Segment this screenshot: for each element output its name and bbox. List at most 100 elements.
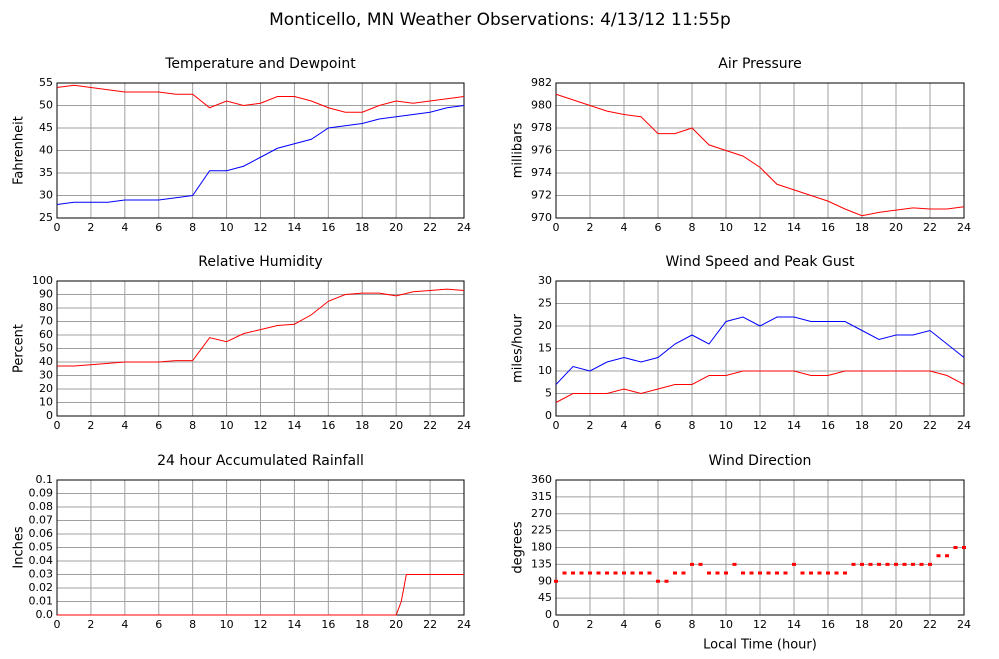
y-tick-label: 80	[39, 301, 53, 314]
x-tick-label: 18	[355, 221, 369, 234]
x-tick-label: 0	[553, 419, 560, 432]
data-point	[579, 571, 584, 575]
y-tick-label: 976	[531, 144, 552, 157]
y-tick-label: 0	[545, 409, 552, 422]
y-tick-label: 180	[531, 541, 552, 554]
data-line	[57, 288, 465, 367]
data-point	[562, 571, 567, 575]
y-tick-label: 0	[46, 409, 53, 422]
y-tick-label: 982	[531, 76, 552, 89]
y-tick-label: 0.06	[29, 527, 54, 540]
y-tick-label: 972	[531, 189, 552, 202]
data-point	[962, 546, 966, 549]
x-tick-label: 20	[889, 221, 903, 234]
y-tick-label: 978	[531, 121, 552, 134]
chart-title: 24 hour Accumulated Rainfall	[157, 453, 364, 469]
data-point	[953, 546, 958, 549]
y-tick-label: 30	[39, 189, 53, 202]
x-tick-label: 6	[155, 618, 162, 631]
x-tick-label: 8	[189, 419, 196, 432]
y-axis-label: Fahrenheit	[12, 116, 27, 185]
x-tick-label: 18	[355, 618, 369, 631]
y-tick-label: 20	[39, 382, 53, 395]
x-tick-label: 4	[121, 419, 128, 432]
x-tick-label: 0	[54, 221, 61, 234]
x-tick-label: 12	[254, 419, 268, 432]
y-tick-label: 0.05	[29, 541, 54, 554]
x-tick-label: 4	[121, 618, 128, 631]
data-point	[766, 571, 771, 575]
x-tick-label: 14	[787, 618, 801, 631]
plot-frame	[56, 280, 465, 417]
data-point	[885, 562, 890, 566]
data-point	[698, 562, 703, 566]
y-tick-label: 25	[538, 297, 552, 310]
y-tick-label: 10	[538, 364, 552, 377]
x-tick-label: 24	[457, 419, 471, 432]
y-tick-label: 30	[39, 369, 53, 382]
y-tick-label: 974	[531, 166, 552, 179]
x-tick-label: 8	[189, 618, 196, 631]
data-point	[622, 571, 626, 575]
x-tick-label: 4	[621, 618, 628, 631]
x-tick-label: 22	[923, 221, 937, 234]
data-point	[690, 562, 694, 566]
data-line	[56, 105, 465, 205]
data-line	[555, 93, 965, 217]
x-tick-label: 22	[423, 419, 437, 432]
y-tick-label: 100	[32, 274, 53, 287]
x-tick-label: 6	[655, 221, 662, 234]
x-tick-label: 14	[787, 221, 801, 234]
data-point	[826, 571, 830, 575]
x-tick-label: 2	[587, 221, 594, 234]
x-tick-label: 18	[855, 618, 869, 631]
x-tick-label: 10	[719, 618, 733, 631]
data-point	[664, 579, 669, 583]
x-tick-label: 18	[855, 419, 869, 432]
x-tick-label: 20	[389, 221, 403, 234]
data-point	[554, 579, 558, 583]
chart-title: Temperature and Dewpoint	[164, 56, 356, 72]
y-tick-label: 0.09	[29, 487, 54, 500]
plot-frame	[56, 82, 465, 219]
x-axis-label: Local Time (hour)	[703, 638, 817, 653]
y-tick-label: 40	[39, 355, 53, 368]
data-point	[868, 562, 873, 566]
y-tick-label: 980	[531, 99, 552, 112]
data-line	[56, 84, 465, 113]
x-tick-label: 8	[189, 221, 196, 234]
x-tick-label: 2	[87, 419, 94, 432]
y-tick-label: 70	[39, 315, 53, 328]
data-point	[707, 571, 711, 575]
x-tick-label: 0	[54, 419, 61, 432]
y-axis-label: millibars	[511, 123, 526, 179]
data-point	[596, 571, 601, 575]
x-tick-label: 0	[553, 618, 560, 631]
data-point	[919, 562, 924, 566]
data-point	[571, 571, 575, 575]
x-tick-label: 22	[423, 618, 437, 631]
y-tick-label: 15	[538, 342, 552, 355]
data-point	[732, 562, 737, 566]
y-tick-label: 90	[39, 288, 53, 301]
x-tick-label: 16	[821, 419, 835, 432]
y-tick-label: 40	[39, 144, 53, 157]
x-tick-label: 8	[689, 221, 696, 234]
data-point	[783, 571, 788, 575]
data-line	[555, 316, 965, 385]
x-tick-label: 16	[321, 221, 335, 234]
x-tick-label: 24	[457, 221, 471, 234]
x-tick-label: 20	[889, 419, 903, 432]
data-line	[57, 574, 464, 616]
x-tick-label: 6	[655, 618, 662, 631]
x-tick-label: 2	[587, 618, 594, 631]
y-axis-label: Inches	[12, 526, 27, 568]
x-tick-label: 10	[220, 221, 234, 234]
x-tick-label: 20	[389, 419, 403, 432]
data-point	[673, 571, 677, 575]
data-point	[715, 571, 720, 575]
y-tick-label: 0.08	[29, 500, 54, 513]
y-tick-label: 25	[39, 211, 53, 224]
